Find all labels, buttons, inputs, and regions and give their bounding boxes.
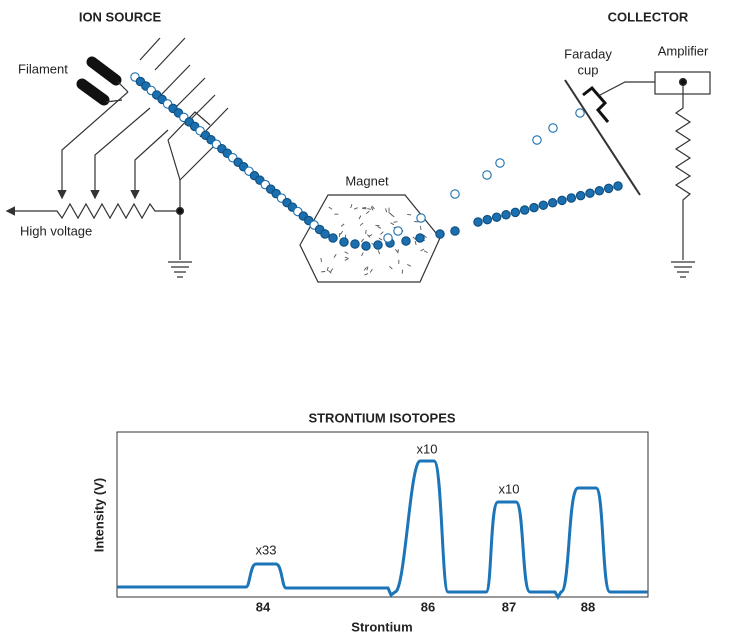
heading: ION SOURCE — [79, 9, 162, 24]
spectrum-curve — [117, 461, 648, 597]
x-tick-label: 87 — [502, 599, 516, 614]
texture-dash — [402, 270, 403, 274]
texture-dash — [367, 209, 371, 210]
ion — [402, 237, 410, 245]
ion — [483, 171, 491, 179]
texture-dash — [366, 230, 367, 234]
ion — [451, 190, 459, 198]
ion — [533, 136, 541, 144]
x-axis-label: Strontium — [351, 619, 412, 634]
ion — [502, 211, 510, 219]
ion — [558, 196, 566, 204]
label: cup — [578, 62, 599, 77]
ion — [595, 187, 603, 195]
texture-dash — [339, 233, 340, 237]
ion — [539, 201, 547, 209]
slits — [140, 38, 228, 180]
ion — [374, 241, 382, 249]
texture-dash — [321, 258, 322, 262]
annotation: x10 — [499, 481, 520, 496]
ion — [586, 189, 594, 197]
ion — [549, 124, 557, 132]
ion — [614, 182, 622, 190]
ion — [576, 109, 584, 117]
label: Magnet — [345, 173, 389, 188]
ion — [436, 230, 444, 238]
ion — [548, 199, 556, 207]
ion — [576, 191, 584, 199]
ion — [417, 214, 425, 222]
ion — [394, 227, 402, 235]
ion — [530, 203, 538, 211]
plot-frame — [117, 432, 648, 597]
ion — [416, 234, 424, 242]
ion — [567, 194, 575, 202]
ion — [384, 234, 392, 242]
ion — [474, 218, 482, 226]
ion — [329, 234, 337, 242]
y-axis-label: Intensity (V) — [91, 478, 106, 552]
ion — [511, 208, 519, 216]
heading: COLLECTOR — [608, 9, 689, 24]
chart-title: STRONTIUM ISOTOPES — [308, 410, 455, 425]
label: Filament — [18, 61, 68, 76]
x-tick-label: 86 — [421, 599, 435, 614]
ion — [492, 213, 500, 221]
ion — [321, 230, 329, 238]
ion — [451, 227, 459, 235]
x-tick-label: 88 — [581, 599, 595, 614]
ion — [483, 215, 491, 223]
ion — [604, 184, 612, 192]
label: Faraday — [564, 46, 612, 61]
label: High voltage — [20, 223, 92, 238]
ion — [351, 240, 359, 248]
ion — [340, 238, 348, 246]
filament — [82, 62, 128, 102]
annotation: x33 — [256, 542, 277, 557]
collector — [565, 72, 710, 277]
texture-dash — [393, 222, 397, 223]
ion — [362, 242, 370, 250]
ion — [496, 159, 504, 167]
page: ION SOURCE COLLECTOR Filament High volta… — [0, 0, 730, 638]
x-tick-label: 84 — [256, 599, 271, 614]
label: Amplifier — [658, 43, 709, 58]
resistor-network — [8, 92, 192, 277]
ion — [520, 206, 528, 214]
annotation: x10 — [417, 441, 438, 456]
